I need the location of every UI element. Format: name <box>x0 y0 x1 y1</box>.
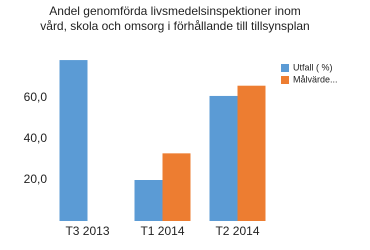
y-tick-label: 20,0 <box>24 172 48 186</box>
legend-label: Utfall ( %) <box>293 62 333 72</box>
chart-title: Andel genomförda livsmedelsinspektioner … <box>40 4 310 33</box>
bar <box>59 60 88 222</box>
legend-label: Målvärde... <box>293 74 338 84</box>
bar <box>209 95 238 221</box>
legend-swatch <box>281 64 289 72</box>
bar <box>134 180 163 221</box>
y-tick-label: 40,0 <box>24 131 48 145</box>
x-tick-label: T2 2014 <box>215 224 259 238</box>
y-tick-label: 60,0 <box>24 90 48 104</box>
bar <box>162 153 191 221</box>
legend-swatch <box>281 76 289 84</box>
bar <box>237 85 266 221</box>
x-tick-label: T3 2013 <box>65 224 109 238</box>
x-tick-label: T1 2014 <box>140 224 184 238</box>
